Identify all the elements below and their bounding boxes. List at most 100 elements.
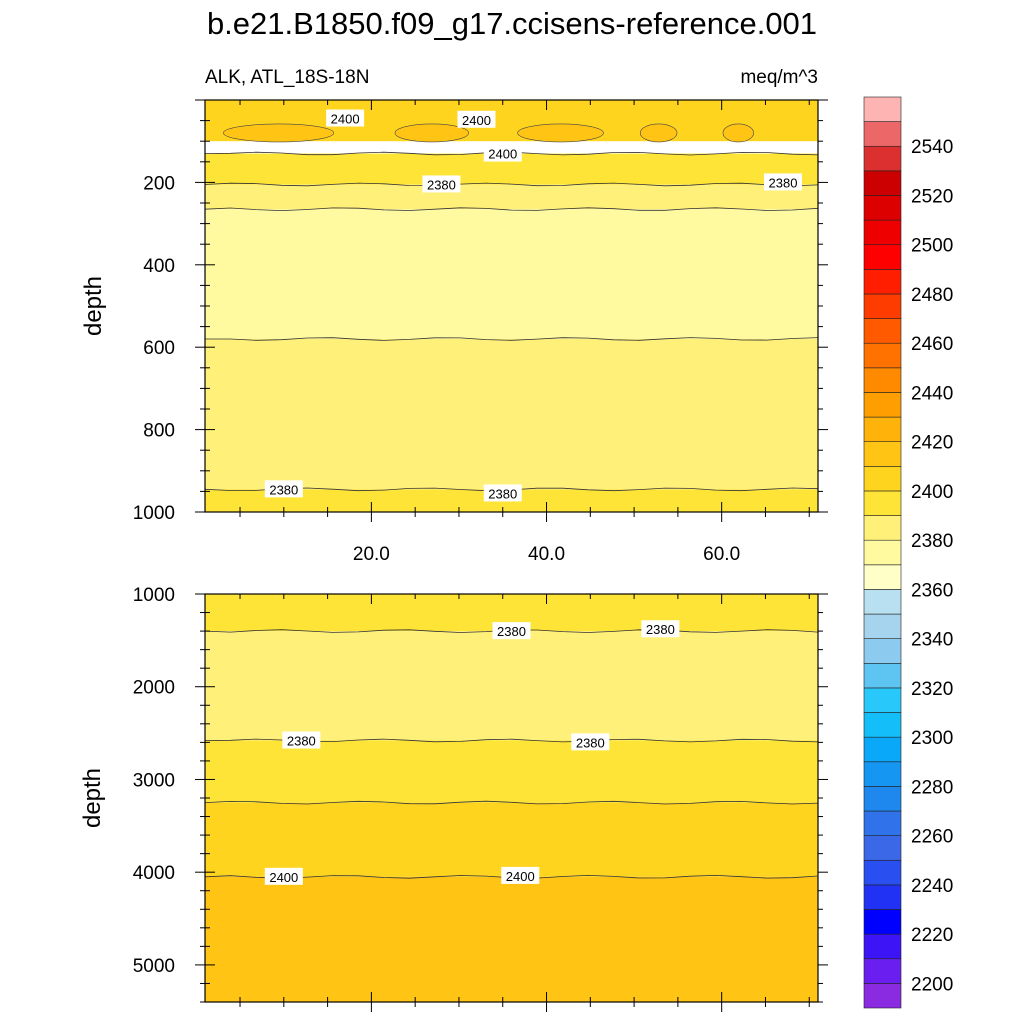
- contour-label-4: 2380: [769, 175, 798, 190]
- colorbar-box-23: [863, 416, 902, 443]
- contour-patch-4: [722, 123, 754, 143]
- lower-y-axis-label: depth: [79, 768, 106, 828]
- contour-label-box-3: [422, 175, 461, 193]
- colorbar-box-17: [863, 564, 902, 590]
- contour-label-4: 2400: [269, 870, 298, 885]
- upper-y-axis-label: depth: [80, 276, 107, 336]
- contour-line-3: [204, 182, 819, 187]
- colorbar-box-4: [863, 884, 902, 910]
- colorbar: 2200 2220 2240 2260 2280 2300 2320 2340 2360 2380…: [863, 96, 953, 1009]
- y-tick-label-0: 200: [143, 173, 175, 194]
- colorbar-box-18: [863, 539, 902, 566]
- colorbar-box-25: [863, 367, 902, 393]
- colorbar-box-6: [863, 835, 902, 861]
- colorbar-label-1: 2220: [911, 925, 953, 946]
- contour-line-5: [205, 337, 819, 341]
- subtitle-right: meq/m^3: [740, 67, 818, 88]
- colorbar-box-14: [863, 638, 902, 664]
- colorbar-box-34: [863, 145, 902, 172]
- colorbar-box-16: [863, 589, 902, 615]
- colorbar-label-0: 2200: [911, 974, 953, 995]
- contour-label-5: 2380: [269, 482, 298, 497]
- x-tick-label-2: 60.0: [703, 544, 740, 565]
- contour-label-3: 2380: [576, 735, 605, 750]
- y-tick-label-1: 400: [143, 256, 175, 277]
- colorbar-box-22: [863, 441, 902, 467]
- y-tick-label-1: 2000: [133, 678, 175, 699]
- contour-band-1: [205, 631, 818, 741]
- colorbar-label-9: 2380: [911, 531, 953, 552]
- colorbar-label-15: 2500: [911, 236, 953, 257]
- contour-label-0: 2380: [497, 624, 526, 639]
- colorbar-label-3: 2260: [911, 827, 953, 848]
- colorbar-label-12: 2440: [911, 383, 953, 404]
- y-tick-label-2: 3000: [133, 770, 175, 791]
- y-tick-label-2: 600: [143, 338, 175, 359]
- contour-label-1: 2380: [646, 622, 675, 637]
- x-tick-label-0: 20.0: [353, 544, 390, 565]
- colorbar-label-6: 2320: [911, 679, 953, 700]
- colorbar-box-7: [863, 810, 902, 836]
- colorbar-label-16: 2520: [911, 186, 953, 207]
- contour-label-box-6: [483, 484, 522, 502]
- colorbar-box-24: [863, 392, 902, 418]
- contour-patch-0: [223, 123, 335, 143]
- contour-label-1: 2400: [462, 113, 491, 128]
- colorbar-box-30: [863, 244, 902, 270]
- contour-label-0: 2400: [331, 112, 360, 127]
- colorbar-box-8: [863, 786, 902, 812]
- colorbar-box-13: [863, 662, 902, 689]
- y-tick-label-3: 800: [143, 421, 175, 442]
- y-tick-label-4: 5000: [133, 956, 175, 977]
- contour-patch-1: [394, 123, 469, 143]
- colorbar-box-5: [863, 859, 902, 886]
- colorbar-box-32: [863, 195, 902, 221]
- contour-label-box-1: [457, 110, 496, 128]
- contour-label-box-2: [483, 144, 522, 162]
- colorbar-label-2: 2240: [911, 876, 953, 897]
- colorbar-box-27: [863, 318, 902, 344]
- colorbar-box-11: [863, 712, 902, 738]
- colorbar-box-29: [863, 269, 902, 295]
- contour-band-2: [205, 740, 818, 803]
- contour-band-4: [205, 209, 818, 339]
- colorbar-box-1: [863, 958, 902, 984]
- colorbar-box-28: [863, 293, 902, 319]
- contour-label-2: 2400: [488, 147, 517, 162]
- contour-patch-2: [517, 123, 604, 143]
- colorbar-box-9: [863, 761, 902, 787]
- colorbar-box-0: [863, 983, 902, 1009]
- contour-label-box-5: [264, 480, 303, 498]
- contour-label-5: 2400: [506, 869, 535, 884]
- y-tick-label-0: 1000: [133, 585, 175, 606]
- contour-label-box-4: [264, 867, 303, 885]
- colorbar-box-20: [863, 490, 902, 516]
- contour-line-4: [204, 207, 819, 212]
- colorbar-label-8: 2360: [911, 580, 953, 601]
- colorbar-box-12: [863, 687, 902, 713]
- colorbar-box-3: [863, 909, 902, 935]
- colorbar-label-4: 2280: [911, 777, 953, 798]
- contour-label-box-5: [501, 866, 540, 884]
- colorbar-label-7: 2340: [911, 630, 953, 651]
- contour-band-4: [205, 876, 818, 1002]
- colorbar-label-11: 2420: [911, 433, 953, 454]
- colorbar-box-31: [863, 219, 902, 246]
- colorbar-label-5: 2300: [911, 728, 953, 749]
- subtitle-left: ALK, ATL_18S-18N: [205, 67, 369, 88]
- colorbar-box-35: [863, 121, 902, 147]
- contour-label-2: 2380: [287, 734, 316, 749]
- colorbar-box-19: [863, 515, 902, 541]
- colorbar-label-14: 2480: [911, 285, 953, 306]
- contour-label-6: 2380: [488, 486, 517, 501]
- contour-label-3: 2380: [427, 177, 456, 192]
- lower-panel: 2380 2380 2380 2380 2400 2400 1000 2000 3000 4000…: [133, 585, 828, 1012]
- colorbar-label-10: 2400: [911, 482, 953, 503]
- colorbar-label-13: 2460: [911, 334, 953, 355]
- y-tick-label-4: 1000: [133, 503, 175, 524]
- contour-label-box-0: [492, 622, 531, 640]
- contour-label-box-2: [282, 731, 321, 749]
- colorbar-box-2: [863, 933, 902, 960]
- colorbar-box-10: [863, 736, 902, 763]
- colorbar-box-26: [863, 342, 902, 369]
